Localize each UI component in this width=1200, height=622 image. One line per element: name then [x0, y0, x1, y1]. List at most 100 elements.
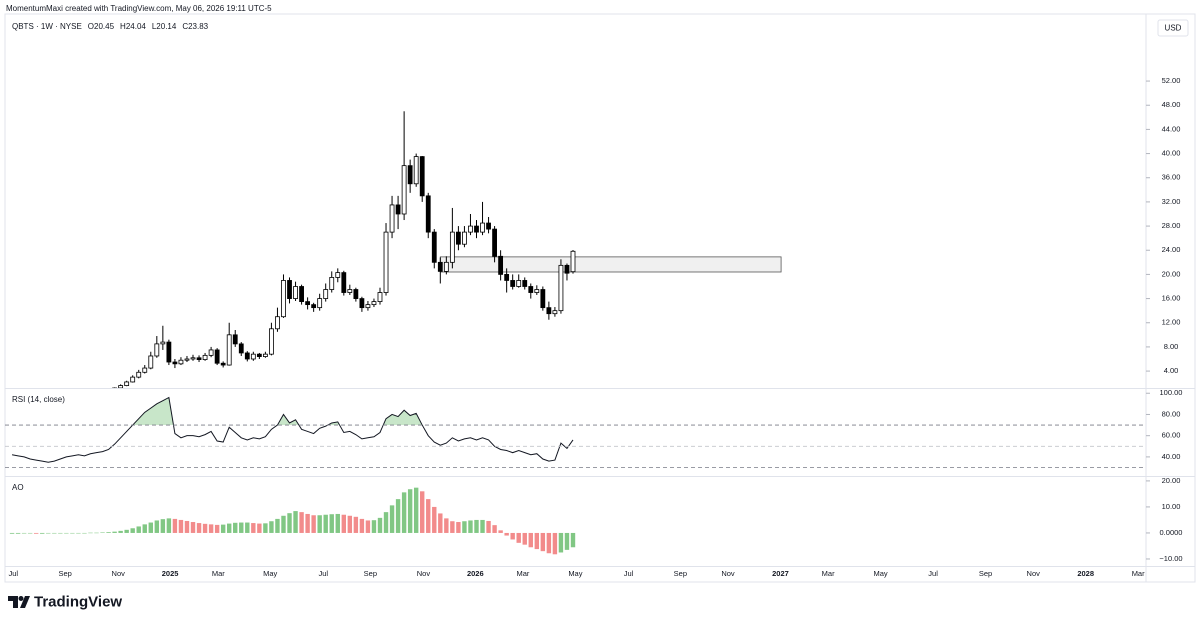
- x-tick-label: Nov: [112, 569, 126, 578]
- ao-bar: [239, 522, 244, 533]
- ao-bar: [94, 532, 99, 534]
- ao-bar: [420, 491, 425, 533]
- ao-bar: [546, 532, 552, 554]
- y-tick-label: 24.00: [1162, 245, 1181, 254]
- candle-body: [293, 286, 298, 299]
- ao-bar: [172, 518, 178, 533]
- ao-bar: [15, 532, 21, 534]
- candle-body: [70, 390, 74, 391]
- ao-bar: [202, 523, 208, 533]
- x-tick-label: May: [263, 569, 277, 578]
- ao-bar: [106, 532, 111, 533]
- ao-bar: [371, 520, 377, 533]
- candle-body: [305, 301, 311, 306]
- ao-bar: [88, 532, 93, 534]
- candle-body: [546, 307, 552, 315]
- candle-body: [166, 341, 172, 363]
- ao-bar: [190, 522, 196, 533]
- ao-bar: [492, 525, 497, 533]
- ao-bar: [178, 519, 184, 533]
- x-tick-label: 2026: [467, 569, 484, 578]
- legend-value: H24.04: [120, 22, 146, 31]
- candle-body: [46, 390, 50, 391]
- candle-body: [504, 274, 510, 281]
- currency-box: [1157, 19, 1189, 37]
- candle-body: [82, 390, 86, 391]
- ao-bar: [58, 532, 63, 534]
- ao-bar: [516, 532, 521, 543]
- x-tick-label: Sep: [58, 569, 71, 578]
- ao-bar: [552, 532, 558, 555]
- ao-title: AO: [12, 483, 24, 492]
- x-tick-label: Mar: [1132, 569, 1145, 578]
- candle-body: [401, 165, 407, 215]
- ao-bar: [347, 515, 353, 533]
- x-tick-label: 2027: [772, 569, 789, 578]
- y-tick-label: −10.00: [1159, 554, 1182, 563]
- ao-bar: [317, 515, 322, 533]
- x-tick-label: Mar: [822, 569, 835, 578]
- candle-body: [190, 357, 196, 360]
- ao-bar: [504, 532, 509, 536]
- ao-pane: [9, 487, 576, 555]
- rsi-pane: [11, 396, 574, 463]
- rsi-line: [11, 396, 574, 463]
- ao-bar: [148, 522, 153, 533]
- ao-bar: [269, 521, 274, 533]
- candle-body: [269, 328, 274, 355]
- candle-body: [88, 390, 92, 391]
- x-tick-label: Sep: [979, 569, 992, 578]
- ao-bar: [450, 521, 455, 533]
- ao-bar: [480, 519, 485, 533]
- candle-body: [256, 353, 262, 357]
- x-tick-label: May: [874, 569, 888, 578]
- y-tick-label: 80.00: [1162, 409, 1181, 418]
- candle-body: [347, 289, 353, 293]
- ao-bar: [287, 513, 292, 533]
- candle-body: [437, 261, 443, 272]
- ao-bar: [426, 499, 431, 533]
- ao-bar: [329, 514, 334, 533]
- x-tick-label: 2028: [1077, 569, 1094, 578]
- ao-bar: [323, 514, 328, 533]
- ao-bar: [293, 511, 298, 533]
- y-tick-label: 44.00: [1162, 124, 1181, 133]
- candle-body: [34, 390, 38, 391]
- candle-body: [407, 165, 413, 185]
- candle-body: [238, 343, 244, 354]
- candle-body: [208, 349, 214, 356]
- legend-value: O20.45: [88, 22, 115, 31]
- ao-bar: [130, 528, 135, 533]
- candle-body: [101, 389, 105, 390]
- ao-bar: [233, 522, 238, 533]
- candle-body: [552, 310, 558, 315]
- y-tick-label: 28.00: [1162, 221, 1181, 230]
- ao-bar: [76, 532, 81, 534]
- ao-bar: [534, 532, 540, 550]
- ao-bar: [474, 519, 479, 533]
- x-tick-label: Mar: [516, 569, 529, 578]
- ao-bar: [359, 518, 365, 533]
- brand-logo: [8, 596, 30, 608]
- candle-body: [516, 280, 522, 287]
- frame: [4, 13, 1196, 583]
- currency: USD: [1165, 24, 1182, 33]
- candle-body: [474, 225, 479, 233]
- y-tick-label: 32.00: [1162, 197, 1181, 206]
- ao-bar: [570, 532, 576, 548]
- candle-body: [341, 272, 347, 293]
- ao-bar: [401, 492, 407, 533]
- candle-body: [287, 280, 292, 299]
- candle-body: [196, 357, 202, 361]
- ao-bar: [413, 487, 419, 533]
- candle-body: [431, 231, 437, 263]
- ao-bar: [33, 532, 39, 534]
- candle-body: [244, 352, 250, 360]
- x-tick-label: Jul: [8, 569, 18, 578]
- candle-body: [359, 298, 365, 309]
- x-tick-label: Jul: [318, 569, 328, 578]
- range-zone: [439, 256, 782, 273]
- y-tick-label: 100.00: [1160, 388, 1183, 397]
- ao-bar: [275, 518, 280, 533]
